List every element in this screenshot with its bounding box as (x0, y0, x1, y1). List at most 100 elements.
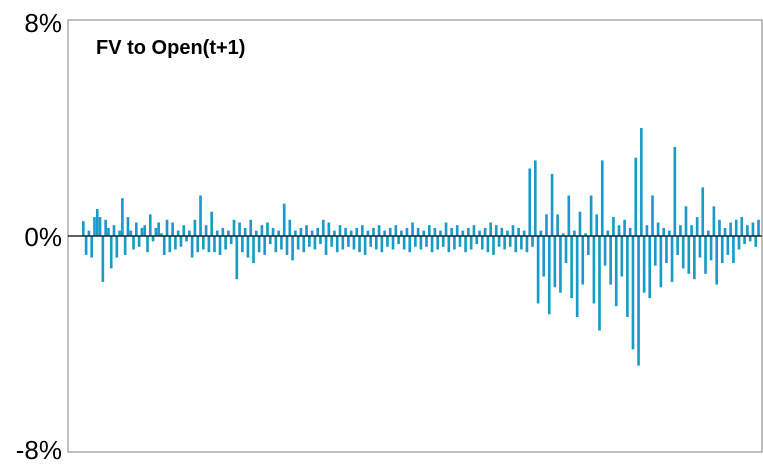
bar (561, 233, 565, 236)
bar (631, 236, 635, 350)
bar (118, 230, 121, 236)
bar (458, 236, 462, 247)
bar (160, 233, 163, 236)
bar (224, 236, 227, 250)
bar (757, 219, 760, 236)
bar (623, 219, 626, 236)
bar (603, 236, 607, 266)
bar (450, 227, 453, 236)
bar (514, 236, 518, 253)
bar (302, 236, 306, 253)
bar (648, 236, 652, 299)
bar (414, 236, 417, 247)
bar (665, 236, 668, 263)
bar (467, 227, 470, 236)
bar (268, 236, 272, 245)
bar (380, 236, 384, 253)
bar (218, 236, 222, 255)
bar (135, 222, 138, 236)
bar (464, 236, 467, 253)
bar (525, 236, 529, 253)
bar (483, 227, 487, 236)
bar (637, 236, 640, 366)
bar (614, 236, 618, 307)
bar (243, 227, 247, 236)
bar (313, 236, 317, 250)
bar (402, 236, 406, 250)
bar (361, 225, 364, 236)
bar (545, 214, 548, 236)
bar (179, 236, 183, 247)
bar (377, 225, 381, 236)
bar (455, 225, 459, 236)
bar (472, 225, 476, 236)
bar (201, 236, 205, 250)
bar (87, 230, 91, 236)
bar (684, 206, 688, 236)
bar (698, 236, 702, 258)
bar (626, 236, 629, 317)
bar (592, 236, 596, 304)
bar (274, 236, 278, 253)
bar (416, 227, 420, 236)
bar (330, 236, 333, 247)
bar (656, 222, 660, 236)
bar (176, 230, 180, 236)
bar (310, 230, 314, 236)
bar (227, 230, 230, 236)
bar (165, 219, 169, 236)
bar (659, 236, 663, 288)
bar (670, 236, 674, 282)
bar (341, 236, 345, 250)
bar (718, 219, 721, 236)
bar (500, 227, 504, 236)
bar (444, 222, 448, 236)
bar (567, 195, 571, 236)
bar (734, 219, 738, 236)
bar (522, 230, 526, 236)
bar (221, 227, 225, 236)
bar (305, 225, 308, 236)
bar (690, 225, 693, 236)
bar (706, 230, 710, 236)
bar (436, 236, 439, 250)
bar (433, 227, 437, 236)
bar (587, 236, 590, 255)
bar (517, 227, 520, 236)
bar (238, 222, 241, 236)
bar (575, 236, 579, 317)
bar (542, 236, 546, 277)
bar (123, 236, 127, 255)
bar (82, 221, 85, 236)
bar (441, 236, 445, 247)
bar (324, 236, 328, 255)
bar (419, 236, 423, 250)
bar (358, 236, 361, 253)
bar (190, 236, 194, 258)
bar (327, 222, 331, 236)
bar (461, 230, 465, 236)
bar (196, 236, 200, 253)
chart-title: FV to Open(t+1) (96, 37, 245, 59)
bar (229, 236, 233, 245)
bar (528, 168, 532, 236)
bar (185, 236, 188, 242)
bar (126, 217, 130, 236)
bar (712, 206, 716, 236)
bar (115, 236, 119, 258)
bar (112, 225, 116, 236)
bar (168, 236, 172, 253)
bar (101, 236, 105, 282)
bar (709, 236, 713, 261)
bar (748, 236, 752, 242)
bar (715, 236, 719, 285)
bar (679, 225, 682, 236)
bar (355, 227, 359, 236)
bar (372, 227, 375, 236)
bar (628, 227, 632, 236)
bar (199, 195, 202, 236)
bar (497, 236, 501, 247)
bar (553, 236, 557, 288)
bar (754, 236, 758, 247)
bar (162, 236, 166, 255)
